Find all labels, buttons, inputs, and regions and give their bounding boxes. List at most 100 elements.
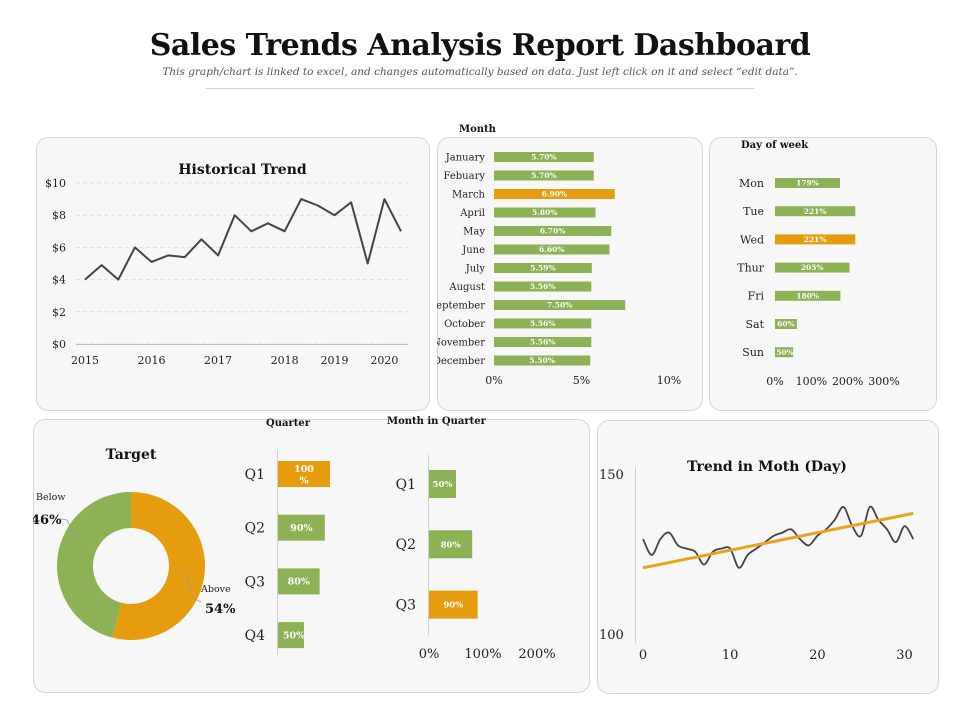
bar [494,281,592,292]
bar [278,461,330,487]
bar [494,207,596,218]
category-label: Mon [739,177,764,190]
data-label: 50% [433,480,453,490]
x-tick-label: 300% [868,375,899,388]
category-label: Q2 [396,537,416,553]
daily-trend-series [642,505,915,569]
leader-line [54,517,78,543]
historical-trend-title: Historical Trend [178,162,307,178]
slice-value-label: 46% [33,513,62,528]
target-donut-chart: Above 54% Below 46% [33,492,236,640]
slice-name-label: Above [200,584,231,595]
category-label: March [452,190,486,201]
page-title: Sales Trends Analysis Report Dashboard [149,28,811,63]
data-label: 205% [801,263,824,272]
data-label: 221% [804,235,827,244]
data-label: 7.50% [547,301,572,310]
x-tick-label: 20 [809,648,826,663]
donut-slice-below [56,492,132,638]
data-label: 5.70% [531,153,556,162]
y-tick-label: $0 [52,338,66,351]
y-tick-label: $6 [52,241,66,254]
bar [775,206,856,217]
bar [494,152,594,162]
category-label: Sun [742,346,764,359]
trend-in-month-title: Trend in Moth (Day) [687,459,847,475]
data-label: 5.80% [532,208,557,217]
x-tick-label: 5% [573,374,590,387]
historical-trend-series [84,198,402,281]
data-label: 221% [804,207,827,216]
bar [775,290,841,301]
category-label: Q1 [396,477,416,493]
category-label: Q3 [396,598,416,614]
data-label: 100% [294,464,314,487]
category-label: Wed [740,233,764,246]
trend-in-month-panel[interactable] [597,420,939,694]
leader-line [184,571,202,603]
category-label: August [448,282,485,293]
bar [775,262,850,273]
category-label: Q3 [245,574,265,590]
y-tick-label: $8 [52,209,66,222]
category-label: Fri [748,290,765,303]
day-of-week-chart-title: Day of week [741,140,809,151]
y-tick-label: $10 [45,177,66,190]
page-subtitle: This graph/chart is linked to excel, and… [162,66,798,78]
x-tick-label: 2018 [271,354,299,367]
slice-value-label: 54% [205,602,236,617]
trend-in-month-chart: 100 150 0 10 20 30 [599,467,915,663]
data-label: 179% [796,179,819,188]
category-label: Febuary [443,171,485,182]
x-tick-label: 200% [518,647,555,662]
data-label: 60% [777,320,795,329]
data-label: 6.90% [542,190,567,199]
data-label: 90% [443,601,463,611]
data-label: 6.60% [539,245,564,254]
data-label: 5.70% [531,171,556,180]
x-tick-label: 0 [639,648,647,663]
bar [278,568,320,595]
slice-name-label: Below [36,492,66,503]
donut-slice-above [112,492,205,640]
historical-trend-chart: $0 $2 $4 $6 $8 $10 2015 2016 2017 2018 2019 2020 [45,177,408,367]
bar [494,226,612,236]
x-tick-label: 2015 [71,354,99,367]
bar [494,170,594,181]
data-label: 5.56% [530,319,555,328]
data-label: 5.56% [530,282,555,291]
bar [775,178,841,188]
data-label: 80% [288,577,310,588]
category-label: Q2 [245,521,265,537]
category-label: June [461,245,485,256]
data-label: 50% [283,630,305,641]
category-label: November [437,338,485,349]
data-label: 6.70% [540,227,565,236]
x-tick-label: 2017 [204,354,232,367]
category-label: Tue [743,205,764,218]
day-of-week-chart: Mon 179% Tue 221% Wed 221% Thur 205% Fri 180% Sat 6… [737,177,899,388]
data-label: 5.50% [529,356,554,365]
category-label: Sat [745,318,764,331]
x-tick-label: 0% [419,647,440,662]
title-divider [206,88,754,89]
category-label: December [437,356,485,367]
category-label: July [465,264,486,275]
data-label: 5.59% [530,264,555,273]
category-label: October [444,319,485,330]
month-chart: January 5.70% Febuary 5.70% March 6.90% April 5… [437,152,681,387]
category-label: April [459,208,485,219]
y-tick-label: 150 [599,468,624,483]
y-tick-label: $2 [52,306,66,319]
bar [429,590,478,619]
x-tick-label: 30 [896,648,913,663]
target-chart-title: Target [105,447,157,463]
quarter-chart-title: Quarter [266,418,310,429]
trendline [642,511,914,570]
data-label: 80% [441,540,461,550]
bar [494,355,591,366]
bar [775,347,794,358]
bar [494,318,592,329]
x-tick-label: 2020 [370,354,398,367]
bar [775,319,797,329]
